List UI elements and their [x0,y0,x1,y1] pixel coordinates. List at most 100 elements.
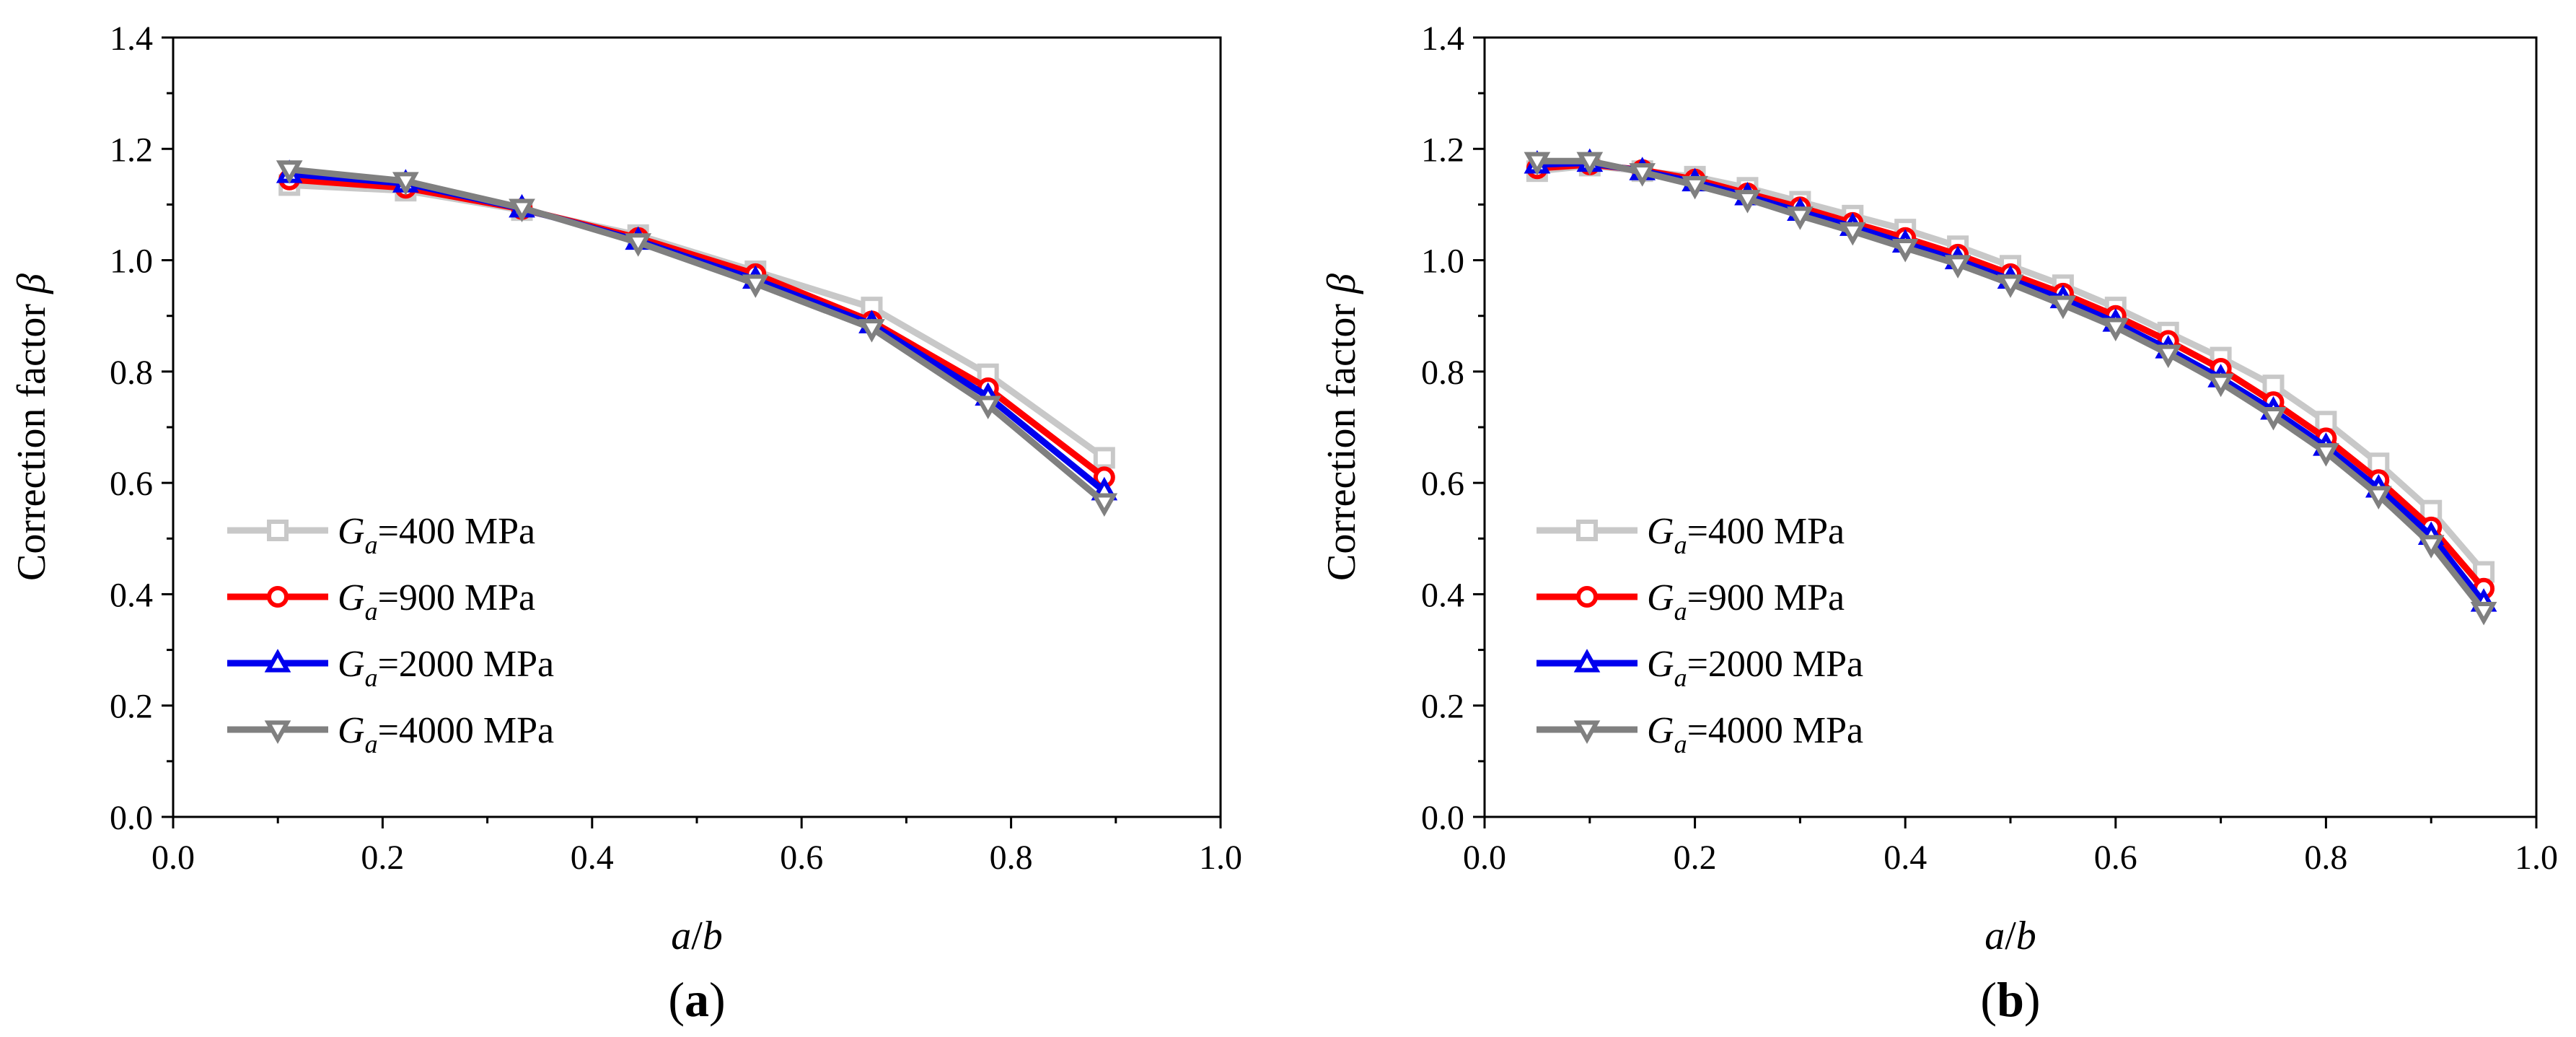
legend-label-rest: =400 MPa [378,511,536,552]
x-tick-label: 1.0 [2515,839,2558,877]
data-point-series-3 [1839,222,1866,246]
y-tick-label: 0.6 [110,465,153,503]
x-axis-title: a/b [1984,914,2036,958]
y-tick-label: 0.4 [110,576,153,614]
data-point-series-3 [2313,443,2339,467]
x-tick-label: 0.2 [361,839,404,877]
legend-label-sub: a [365,597,378,626]
panel-label-letter: b [1997,972,2024,1027]
legend-label-2: Ga=2000 MPa [1647,644,1863,692]
data-point-series-3 [1629,163,1656,187]
legend-label-rest: =900 MPa [1687,577,1845,618]
data-point-series-3 [1787,206,1814,230]
data-point-series-3 [1091,493,1118,517]
legend-label-sub: a [1674,597,1687,626]
data-point-series-3 [858,319,885,343]
chart-panel-b: 0.0 0.2 0.4 0.6 0.8 1.0 0.0 0.2 0.4 0.6 0.8 1.0 1.2 1… [1319,19,2558,1027]
y-tick-label: 1.4 [1421,19,1464,58]
x-tick-label: 1.0 [1199,839,1242,877]
legend-label-main: G [338,511,365,552]
data-point-series-3 [742,274,769,298]
legend-marker-1 [267,586,289,608]
legend-label-rest: =400 MPa [1687,511,1845,552]
y-axis-title-text: Correction factor [1319,294,1364,581]
data-point-series-3 [392,172,419,196]
legend-label-0: Ga=400 MPa [338,511,535,559]
data-point-series-3 [1576,152,1604,176]
legend-marker-3 [264,720,291,744]
x-axis-title-part: / [691,914,703,958]
plot-frame [1483,36,2538,818]
legend-label-rest: =4000 MPa [1687,710,1864,751]
series-line-2 [286,170,1108,495]
data-point-series-3 [1524,152,1551,176]
y-tick-label: 0.2 [1421,688,1464,726]
legend-label-main: G [338,577,365,618]
x-tick-label: 0.6 [780,839,823,877]
legend-label-1: Ga=900 MPa [1647,577,1845,626]
data-point-series-3 [2365,486,2392,510]
y-tick-label: 1.2 [1421,131,1464,169]
data-point-series-3 [975,395,1001,420]
x-tick-label: 0.0 [151,839,195,877]
data-point-series-3 [2207,373,2234,398]
panel-label-close: ) [2024,972,2041,1027]
legend-label-2: Ga=2000 MPa [338,644,554,692]
legend-label-sub: a [1674,730,1687,758]
data-point-series-3 [1734,190,1761,214]
legend-marker-2 [264,649,291,673]
legend-label-3: Ga=4000 MPa [1647,710,1863,758]
series-line-1 [286,176,1108,481]
legend-label-main: G [338,644,365,685]
data-point-series-3 [1891,239,1919,263]
x-tick-label: 0.0 [1463,839,1506,877]
legend-label-rest: =2000 MPa [378,644,555,685]
y-axis-title: Correction factor β [1319,274,1364,581]
y-axis-title-symbol: β [9,274,54,294]
legend-label-main: G [1647,710,1674,751]
legend-marker-0 [1576,520,1598,541]
legend-label-sub: a [1674,530,1687,559]
y-tick-label: 0.0 [1421,799,1464,837]
panel-label-letter: a [685,972,709,1027]
x-axis-title-part: b [703,914,723,958]
data-point-series-3 [276,160,303,184]
x-tick-label: 0.8 [990,839,1033,877]
series-line-0 [286,181,1108,461]
x-tick-label: 0.6 [2094,839,2137,877]
legend-marker-1 [1576,586,1598,608]
legend-label-main: G [338,710,365,751]
legend-marker-2 [1573,649,1601,673]
y-tick-label: 1.4 [110,19,153,58]
x-axis-title-part: / [2005,914,2016,958]
legend-label-sub: a [1674,663,1687,692]
data-point-series-3 [509,198,535,222]
data-point-series-3 [1944,255,1971,279]
panel-label-open: ( [1980,972,1997,1027]
legend-label-main: G [1647,644,1674,685]
panel-label: (b) [1980,972,2040,1027]
y-tick-label: 0.8 [110,354,153,392]
legend-label-3: Ga=4000 MPa [338,710,554,758]
legend-marker-3 [1573,720,1601,744]
series-line-1 [1534,161,2487,592]
chart-panel-a: 0.0 0.2 0.4 0.6 0.8 1.0 0.0 0.2 0.4 0.6 0.8 1.0 1.2 1… [9,19,1242,1027]
x-tick-label: 0.8 [2304,839,2347,877]
legend-marker-0 [267,520,289,541]
legend-label-rest: =2000 MPa [1687,644,1864,685]
x-axis-title-part: b [2016,914,2036,958]
legend-label-main: G [1647,577,1674,618]
y-tick-label: 1.0 [110,242,153,281]
panel-label-open: ( [668,972,685,1027]
legend-label-sub: a [365,663,378,692]
legend-label-rest: =4000 MPa [378,710,555,751]
data-point-series-3 [2417,535,2445,559]
legend-label-rest: =900 MPa [378,577,536,618]
data-point-series-3 [625,233,652,257]
x-axis-title: a/b [671,914,723,958]
x-tick-label: 0.4 [571,839,614,877]
panel-label: (a) [668,972,725,1027]
x-tick-label: 0.2 [1674,839,1717,877]
legend-label-0: Ga=400 MPa [1647,511,1845,559]
